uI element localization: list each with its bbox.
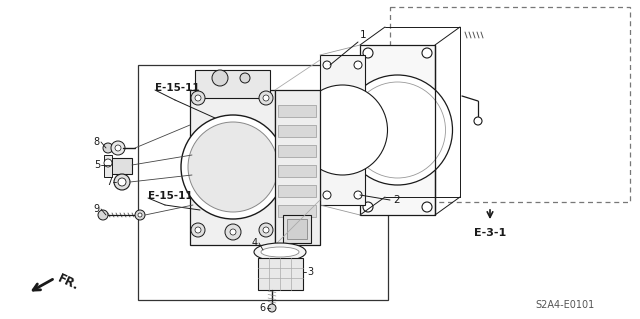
- Circle shape: [263, 95, 269, 101]
- Circle shape: [323, 61, 331, 69]
- Circle shape: [240, 73, 250, 83]
- Bar: [258, 258, 303, 290]
- Circle shape: [363, 48, 373, 58]
- Bar: [283, 215, 311, 243]
- Circle shape: [422, 48, 432, 58]
- Bar: [278, 205, 316, 217]
- Text: 7: 7: [106, 177, 112, 187]
- Circle shape: [263, 227, 269, 233]
- Bar: [278, 105, 316, 117]
- Circle shape: [135, 210, 145, 220]
- Circle shape: [118, 178, 126, 186]
- Circle shape: [188, 122, 278, 212]
- Bar: [287, 219, 307, 239]
- Text: 4: 4: [252, 238, 258, 248]
- Text: 9: 9: [94, 204, 100, 214]
- Text: 3: 3: [307, 267, 313, 277]
- Text: 1: 1: [360, 30, 367, 40]
- Circle shape: [195, 95, 201, 101]
- Text: FR.: FR.: [55, 272, 81, 293]
- Circle shape: [195, 227, 201, 233]
- Circle shape: [103, 143, 113, 153]
- Circle shape: [111, 141, 125, 155]
- Bar: [278, 145, 316, 157]
- Circle shape: [225, 224, 241, 240]
- Text: E-15-11: E-15-11: [148, 191, 193, 201]
- Circle shape: [115, 145, 121, 151]
- Bar: [278, 165, 316, 177]
- Bar: [110, 158, 132, 174]
- Circle shape: [104, 159, 112, 167]
- Bar: [104, 155, 112, 177]
- Text: E-15-11: E-15-11: [155, 83, 200, 93]
- Bar: [138, 65, 388, 300]
- Circle shape: [363, 202, 373, 212]
- Circle shape: [191, 91, 205, 105]
- Bar: [320, 55, 365, 205]
- Circle shape: [259, 223, 273, 237]
- Bar: [275, 90, 320, 245]
- Circle shape: [354, 191, 362, 199]
- Circle shape: [181, 115, 285, 219]
- Circle shape: [114, 174, 130, 190]
- Circle shape: [191, 223, 205, 237]
- Circle shape: [259, 91, 273, 105]
- Circle shape: [323, 191, 331, 199]
- Text: S2A4-E0101: S2A4-E0101: [536, 300, 595, 310]
- Circle shape: [138, 213, 142, 217]
- Bar: [360, 45, 435, 215]
- Circle shape: [268, 304, 276, 312]
- Ellipse shape: [261, 247, 299, 257]
- Circle shape: [98, 210, 108, 220]
- Text: 8: 8: [94, 137, 100, 147]
- Circle shape: [230, 229, 236, 235]
- Circle shape: [212, 70, 228, 86]
- Bar: [390, 7, 630, 202]
- Text: 2: 2: [393, 195, 399, 205]
- Circle shape: [342, 75, 452, 185]
- Circle shape: [298, 85, 387, 175]
- Text: 6: 6: [260, 303, 266, 313]
- Text: 5: 5: [93, 160, 100, 170]
- Bar: [278, 185, 316, 197]
- Ellipse shape: [254, 243, 306, 261]
- Circle shape: [354, 61, 362, 69]
- Text: E-3-1: E-3-1: [474, 228, 506, 238]
- Circle shape: [349, 82, 445, 178]
- Bar: [190, 90, 275, 245]
- Bar: [278, 125, 316, 137]
- Circle shape: [422, 202, 432, 212]
- Bar: [195, 70, 270, 98]
